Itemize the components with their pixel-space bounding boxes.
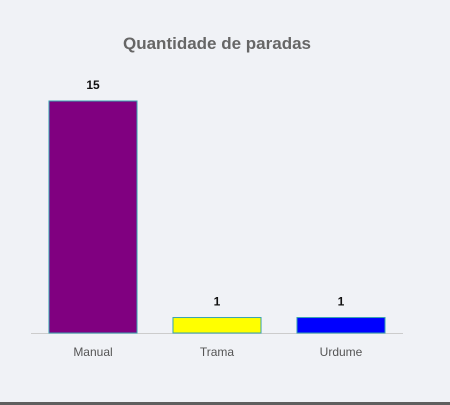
bar-value-label-trama: 1 xyxy=(214,295,221,309)
x-tick-labels-layer: Manual Trama Urdume xyxy=(73,345,362,359)
chart-title: Quantidade de paradas xyxy=(123,34,311,53)
x-tick-label-manual: Manual xyxy=(73,345,112,359)
bar-value-label-urdume: 1 xyxy=(338,295,345,309)
data-labels-layer: 151 1 xyxy=(86,78,344,309)
bar-value-label-manual: 15 xyxy=(86,78,100,92)
bar-manual[interactable] xyxy=(48,100,138,334)
bars-layer xyxy=(48,100,386,334)
bar-trama[interactable] xyxy=(172,317,262,334)
bottom-divider xyxy=(0,402,450,405)
x-tick-label-trama: Trama xyxy=(200,345,235,359)
bar-urdume[interactable] xyxy=(296,317,386,334)
x-tick-label-urdume: Urdume xyxy=(320,345,363,359)
